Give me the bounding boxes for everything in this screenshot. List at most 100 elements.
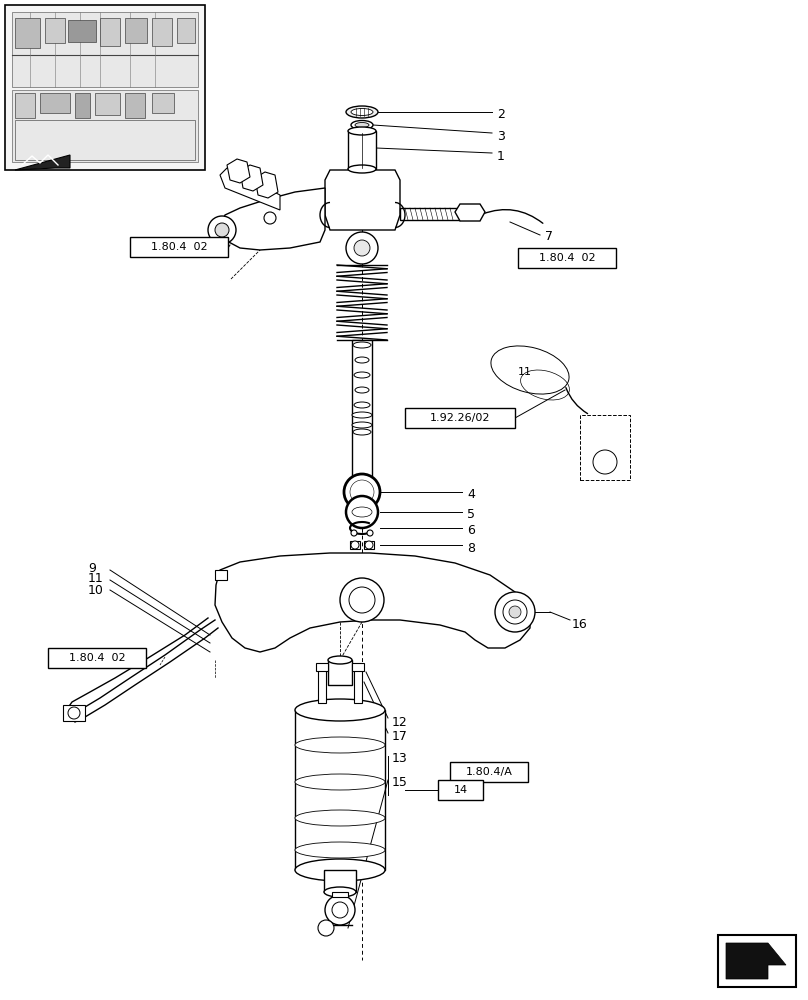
Text: 10: 10 [88, 584, 104, 596]
Ellipse shape [355, 122, 369, 127]
Text: 17: 17 [392, 730, 408, 744]
Ellipse shape [355, 387, 369, 393]
Text: 8: 8 [467, 542, 475, 554]
Text: 1: 1 [497, 149, 505, 162]
Ellipse shape [352, 422, 372, 428]
Ellipse shape [324, 887, 356, 897]
Ellipse shape [295, 774, 385, 790]
Ellipse shape [355, 357, 369, 363]
Polygon shape [227, 159, 250, 183]
Bar [125, 93, 145, 118]
Bar [580, 415, 630, 480]
Bar [125, 18, 147, 43]
Polygon shape [15, 155, 70, 170]
Ellipse shape [295, 810, 385, 826]
Bar [45, 18, 65, 43]
Ellipse shape [348, 127, 376, 135]
Ellipse shape [295, 699, 385, 721]
Circle shape [367, 530, 373, 536]
Ellipse shape [355, 477, 369, 483]
Text: 14: 14 [453, 785, 468, 795]
Polygon shape [240, 165, 263, 191]
Circle shape [509, 606, 521, 618]
Circle shape [325, 895, 355, 925]
Ellipse shape [352, 412, 372, 418]
Ellipse shape [351, 120, 373, 129]
Text: 1.80.4  02: 1.80.4 02 [69, 653, 125, 663]
Text: 2: 2 [497, 108, 505, 121]
Circle shape [346, 232, 378, 264]
Bar [48, 648, 146, 668]
Bar [40, 93, 70, 113]
Polygon shape [220, 168, 280, 210]
Bar [324, 870, 356, 892]
Bar [328, 660, 352, 685]
Circle shape [68, 707, 80, 719]
Bar [215, 570, 227, 580]
Bar [5, 5, 205, 170]
Bar [316, 663, 328, 671]
Polygon shape [215, 553, 530, 652]
Bar [152, 93, 174, 113]
Circle shape [332, 902, 348, 918]
Circle shape [344, 474, 380, 510]
Ellipse shape [353, 429, 371, 435]
Bar [12, 90, 198, 162]
Bar [518, 248, 616, 268]
Bar [352, 663, 364, 671]
Circle shape [351, 541, 359, 549]
Text: 7: 7 [545, 231, 553, 243]
Ellipse shape [328, 656, 352, 664]
Ellipse shape [354, 402, 370, 408]
Bar [12, 12, 198, 87]
Text: 16: 16 [572, 617, 587, 631]
Text: 6: 6 [467, 524, 475, 538]
Ellipse shape [295, 859, 385, 881]
Bar [318, 668, 326, 703]
Polygon shape [220, 188, 325, 250]
Bar [348, 131, 376, 169]
Bar [63, 705, 85, 721]
Circle shape [264, 212, 276, 224]
Text: 15: 15 [392, 776, 408, 788]
Circle shape [357, 480, 367, 490]
Bar [364, 541, 374, 549]
Ellipse shape [352, 507, 372, 517]
Polygon shape [726, 943, 786, 979]
Text: 11: 11 [88, 572, 103, 584]
Ellipse shape [348, 165, 376, 173]
Polygon shape [255, 172, 278, 198]
Ellipse shape [295, 737, 385, 753]
Bar [75, 93, 90, 118]
Text: 5: 5 [467, 508, 475, 522]
Bar [152, 18, 172, 46]
Text: 3: 3 [497, 129, 505, 142]
Bar [354, 668, 362, 703]
Circle shape [346, 496, 378, 528]
Ellipse shape [353, 342, 371, 348]
Bar [438, 780, 483, 800]
Text: 1.80.4  02: 1.80.4 02 [150, 242, 208, 252]
Bar [15, 18, 40, 48]
Bar [350, 541, 360, 549]
Circle shape [318, 920, 334, 936]
Text: 9: 9 [88, 562, 96, 574]
Polygon shape [455, 204, 485, 221]
Text: 1.80.4/A: 1.80.4/A [465, 767, 512, 777]
Ellipse shape [354, 372, 370, 378]
Bar [130, 237, 228, 257]
Circle shape [354, 240, 370, 256]
Bar [405, 408, 515, 428]
Bar [15, 93, 35, 118]
Circle shape [215, 223, 229, 237]
Bar [100, 18, 120, 46]
Circle shape [340, 578, 384, 622]
Bar [15, 120, 195, 160]
Circle shape [365, 541, 373, 549]
Bar [352, 340, 372, 480]
Text: 1.92.26/02: 1.92.26/02 [430, 413, 490, 423]
Bar [332, 892, 348, 897]
Bar [177, 18, 195, 43]
Circle shape [503, 600, 527, 624]
Bar [95, 93, 120, 115]
